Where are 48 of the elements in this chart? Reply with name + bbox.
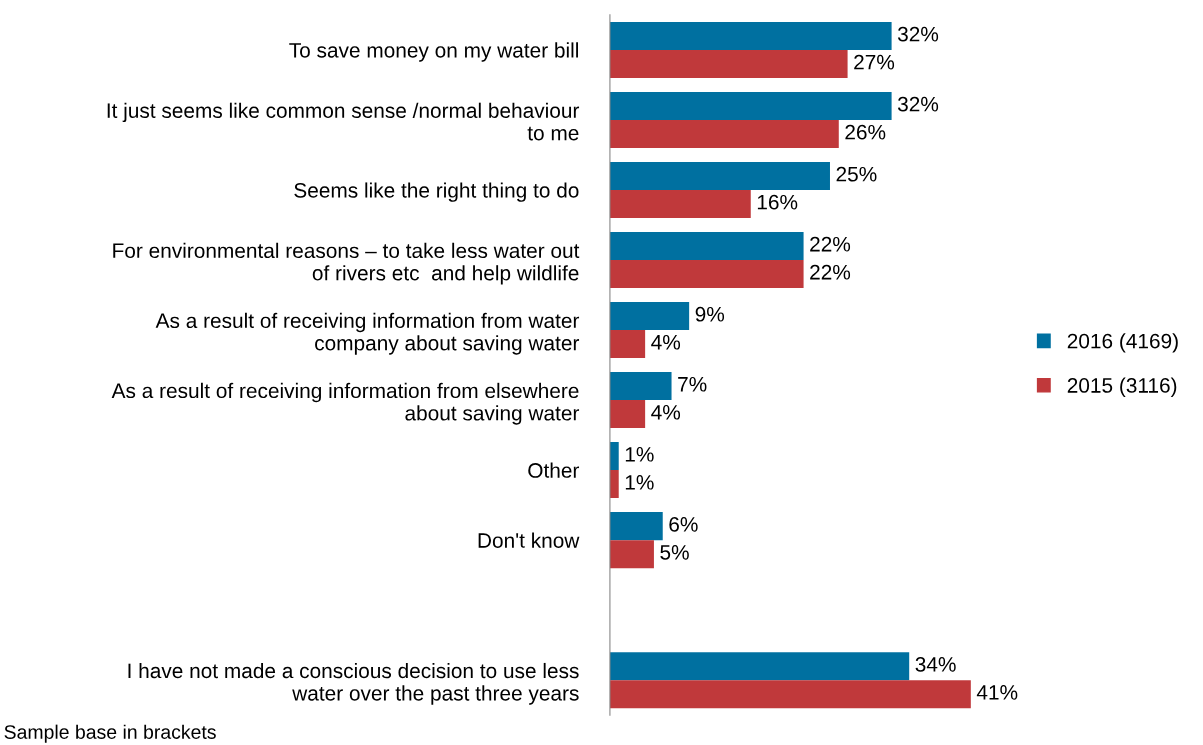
y-tick-label: Other <box>528 462 580 478</box>
data-label: 22% <box>810 264 851 280</box>
bar <box>609 161 830 190</box>
data-label: 25% <box>836 166 877 182</box>
bar <box>609 400 646 429</box>
y-tick-label: For environmental reasons – to take less water out of rivers etc and help wildlife <box>113 242 580 285</box>
y-tick-label: As a result of receiving information from elsewhere about saving water <box>111 382 580 425</box>
bar <box>609 470 619 499</box>
bar <box>609 512 663 541</box>
data-label: 4% <box>651 405 681 420</box>
bar <box>609 231 804 260</box>
legend-label: 2016 (4169) <box>1067 333 1178 353</box>
bar <box>609 330 646 359</box>
data-label: 6% <box>669 516 698 532</box>
bar <box>609 49 848 78</box>
bar <box>609 302 690 331</box>
data-label: 7% <box>678 376 707 392</box>
bar <box>609 652 910 681</box>
legend-label: 2015 (3116) <box>1067 377 1177 397</box>
data-label: 41% <box>976 685 1018 700</box>
y-tick-label: As a result of receiving information from water company about saving water <box>155 312 580 355</box>
bar <box>609 260 804 289</box>
data-label: 27% <box>854 54 895 70</box>
bar <box>609 372 672 401</box>
data-label: 9% <box>695 306 725 322</box>
data-label: 34% <box>915 657 956 672</box>
bar <box>609 189 751 218</box>
data-label: 16% <box>757 194 798 210</box>
data-label: 5% <box>660 545 689 560</box>
data-label: 1% <box>625 447 654 462</box>
y-tick-label: It just seems like common sense /normal behaviour to me <box>107 102 580 141</box>
data-label: 1% <box>625 475 654 490</box>
data-label: 32% <box>897 26 939 42</box>
text: Sample base in brackets <box>4 724 216 743</box>
data-label: 26% <box>845 124 886 140</box>
bar <box>609 91 892 120</box>
data-label: 32% <box>897 96 939 112</box>
data-label: 22% <box>810 236 851 252</box>
y-tick-label: To save money on my water bill <box>289 42 578 62</box>
bar <box>609 540 654 569</box>
y-tick-label: Don't know <box>478 532 580 548</box>
bar <box>609 119 839 148</box>
data-label: 4% <box>651 334 681 350</box>
y-tick-label: Seems like the right thing to do <box>294 182 579 202</box>
bar <box>609 21 892 50</box>
bar <box>609 442 619 471</box>
y-tick-label: I have not made a conscious decision to use less water over the past three years <box>128 662 579 705</box>
bar <box>609 680 971 709</box>
